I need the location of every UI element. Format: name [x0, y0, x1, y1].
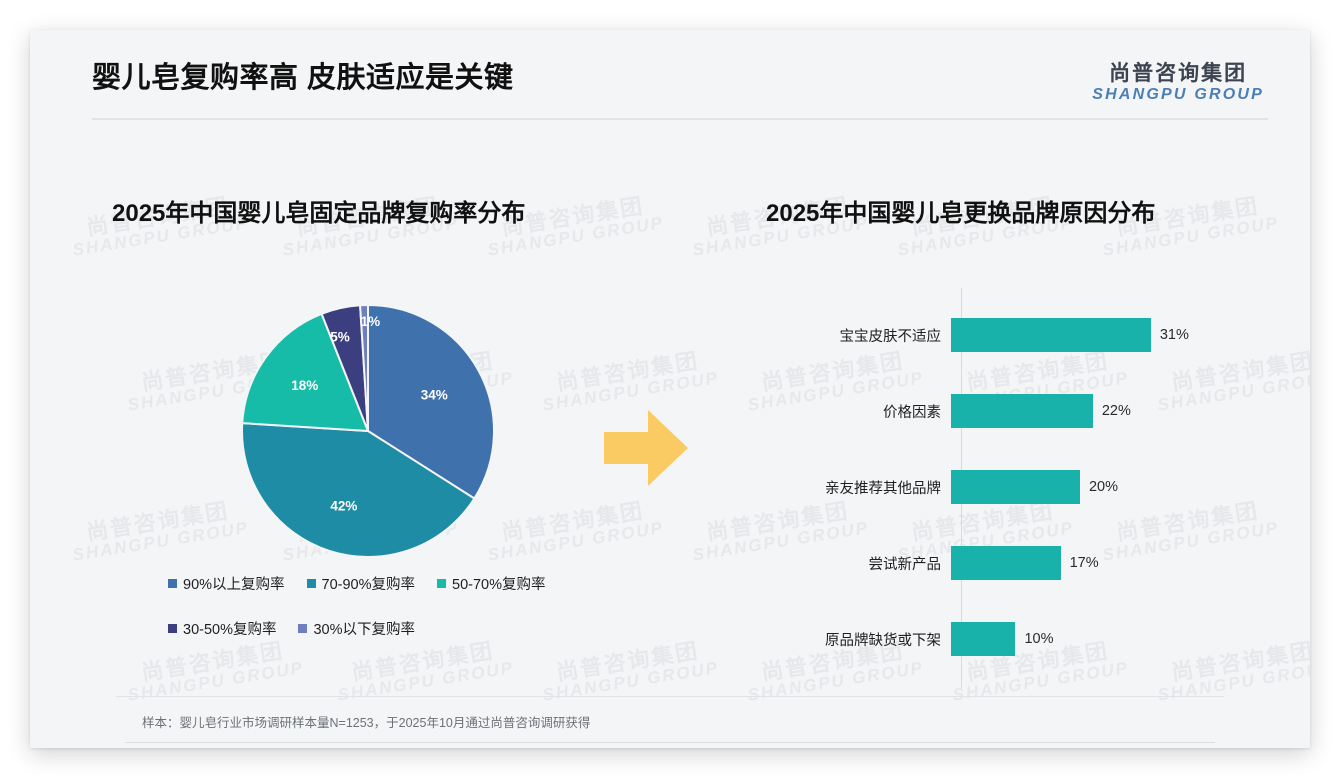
- legend-item[interactable]: 30%以下复购率: [298, 618, 415, 639]
- legend-label: 70-90%复购率: [321, 577, 416, 593]
- legend-label: 30-50%复购率: [183, 622, 277, 638]
- bar-fill: [951, 318, 1151, 352]
- legend-item[interactable]: 50-70%复购率: [437, 573, 546, 594]
- legend-swatch-icon: [168, 579, 177, 588]
- pie-slice: [359, 303, 369, 432]
- legend-row: 30-50%复购率 30%以下复购率: [168, 618, 598, 639]
- note-divider: [116, 696, 1224, 697]
- bar-row: 尝试新产品 17%: [766, 546, 1266, 580]
- slide-card: 尚普咨询集团 SHANGPU GROUP 尚普咨询集团 SHANGPU GROUP 尚普…: [30, 30, 1310, 748]
- repurchase-rate-pie-chart: 34% 42% 18% 5% 1%: [240, 303, 496, 559]
- pie-slice: [241, 312, 370, 433]
- bar-fill: [951, 394, 1093, 428]
- bar-category-label: 原品牌缺货或下架: [825, 632, 941, 649]
- legend-swatch-icon: [298, 624, 308, 633]
- bar-row: 价格因素 22%: [766, 394, 1266, 428]
- brand-name-cn: 尚普咨询集团: [1109, 62, 1248, 85]
- bar-row: 原品牌缺货或下架 10%: [766, 622, 1266, 656]
- left-chart-title: 2025年中国婴儿皂固定品牌复购率分布: [112, 200, 526, 227]
- brand-logo: 尚普咨询集团 SHANGPU GROUP: [1092, 62, 1264, 104]
- pie-slice: [241, 422, 476, 558]
- bar-value-label: 31%: [1159, 327, 1189, 343]
- bar-value-label: 10%: [1024, 631, 1054, 647]
- bar-row: 宝宝皮肤不适应 31%: [766, 318, 1266, 352]
- brand-switch-reason-bar-chart: 宝宝皮肤不适应 31% 价格因素 22% 亲友推荐其他品牌 20% 尝试新产品 17% 原品牌缺…: [766, 288, 1266, 688]
- bar-fill: [951, 622, 1016, 656]
- bar-fill: [951, 470, 1080, 504]
- pie-slice-label: 5%: [330, 330, 350, 345]
- legend-label: 30%以下复购率: [313, 622, 416, 638]
- legend-swatch-icon: [168, 624, 177, 633]
- legend-swatch-icon: [306, 579, 316, 588]
- legend-item[interactable]: 70-90%复购率: [306, 573, 416, 594]
- brand-name-en: SHANGPU GROUP: [1092, 86, 1264, 104]
- pie-slice-label: 18%: [291, 378, 318, 393]
- bar-row: 亲友推荐其他品牌 20%: [766, 470, 1266, 504]
- legend-item[interactable]: 30-50%复购率: [168, 618, 276, 639]
- bar-track: 20%: [951, 470, 1266, 504]
- bar-value-label: 20%: [1088, 479, 1118, 495]
- legend-label: 90%以上复购率: [183, 577, 285, 593]
- sample-note: 样本：婴儿皂行业市场调研样本量N=1253，于2025年10月通过尚普咨询调研获…: [142, 716, 591, 730]
- right-arrow-icon: [600, 404, 692, 492]
- bar-track: 22%: [951, 394, 1266, 428]
- pie-svg: 34% 42% 18% 5% 1%: [241, 303, 495, 558]
- bar-category-label: 亲友推荐其他品牌: [825, 480, 941, 497]
- legend-item[interactable]: 90%以上复购率: [168, 573, 285, 594]
- pie-slice-label: 34%: [421, 388, 448, 403]
- legend-row: 90%以上复购率 70-90%复购率 50-70%复购率: [168, 573, 598, 594]
- bar-track: 31%: [951, 318, 1266, 352]
- legend-label: 50-70%复购率: [452, 577, 546, 593]
- pie-slice-label: 42%: [330, 498, 357, 513]
- bar-track: 17%: [951, 546, 1266, 580]
- pie-legend: 90%以上复购率 70-90%复购率 50-70%复购率 30-50%复购率 30%以下…: [168, 573, 598, 663]
- bar-fill: [951, 546, 1061, 580]
- right-chart-title: 2025年中国婴儿皂更换品牌原因分布: [766, 200, 1156, 227]
- pie-slice-label: 1%: [361, 314, 381, 329]
- bar-category-label: 尝试新产品: [868, 556, 942, 573]
- bar-value-label: 22%: [1101, 403, 1131, 419]
- bar-value-label: 17%: [1069, 555, 1099, 571]
- bar-category-label: 宝宝皮肤不适应: [839, 328, 942, 345]
- page-title: 婴儿皂复购率高 皮肤适应是关键: [92, 62, 514, 94]
- arrow-svg: [604, 410, 688, 486]
- bar-category-label: 价格因素: [883, 404, 941, 421]
- slide-header: 婴儿皂复购率高 皮肤适应是关键 尚普咨询集团 SHANGPU GROUP: [30, 30, 1310, 120]
- header-divider: [92, 118, 1268, 120]
- legend-swatch-icon: [437, 579, 447, 588]
- footer-divider: [125, 742, 1215, 743]
- bar-track: 10%: [951, 622, 1266, 656]
